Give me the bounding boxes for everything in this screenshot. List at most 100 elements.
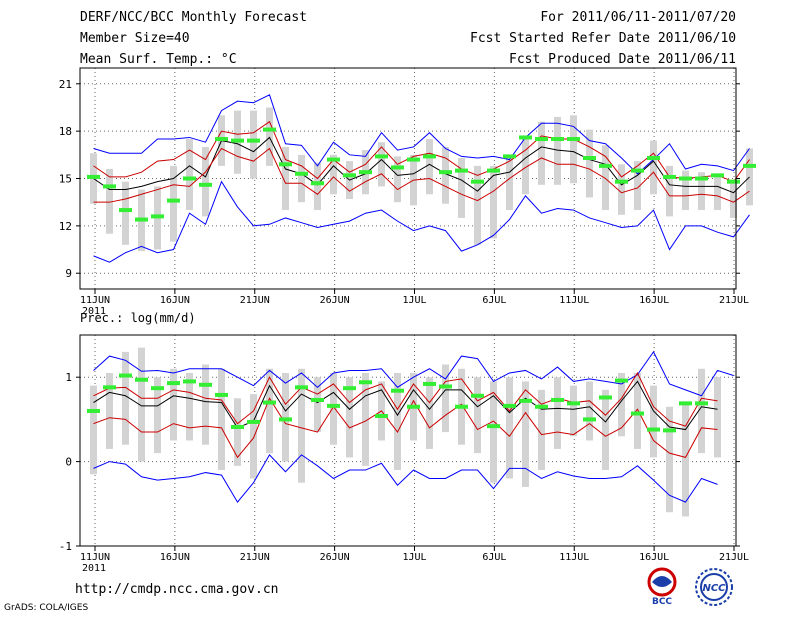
x-tick-label: 11JUN: [80, 295, 110, 306]
x-tick-label: 16JUL: [639, 552, 669, 563]
spread-bar: [250, 110, 257, 179]
spread-bar: [586, 381, 593, 441]
median-mark: [231, 138, 244, 143]
series-line-mean: [93, 380, 718, 431]
spread-bar: [378, 142, 385, 187]
spread-bar: [122, 181, 129, 245]
median-mark: [199, 182, 212, 187]
median-mark: [183, 379, 196, 384]
median-mark: [727, 179, 740, 184]
y-tick-label: 9: [65, 267, 72, 280]
median-mark: [487, 424, 500, 429]
median-mark: [119, 373, 132, 378]
x-tick-label: 21JUL: [719, 295, 749, 306]
grads-credit: GrADS: COLA/IGES: [4, 603, 89, 613]
spread-bar: [458, 157, 465, 218]
spread-bar: [250, 394, 257, 479]
median-mark: [519, 398, 532, 403]
median-mark: [391, 165, 404, 170]
median-mark: [119, 208, 132, 213]
median-mark: [471, 179, 484, 184]
spread-bar: [538, 389, 545, 471]
forecast-period: For 2011/06/11-2011/07/20: [540, 10, 736, 25]
median-mark: [295, 171, 308, 176]
median-mark: [615, 179, 628, 184]
source-url: http://cmdp.ncc.cma.gov.cn: [75, 582, 279, 597]
spread-bar: [314, 162, 321, 211]
median-mark: [695, 176, 708, 181]
median-mark: [135, 217, 148, 222]
x-tick-label: 26JUN: [320, 552, 350, 563]
spread-bar: [218, 368, 225, 471]
median-mark: [87, 174, 100, 179]
spread-bar: [666, 165, 673, 217]
median-mark: [679, 401, 692, 406]
spread-bar: [682, 402, 689, 517]
median-mark: [631, 411, 644, 416]
spread-bar: [570, 115, 577, 184]
median-mark: [263, 127, 276, 132]
header-right: For 2011/06/11-2011/07/20 Fcst Started R…: [470, 10, 736, 73]
spread-bar: [730, 181, 737, 218]
median-mark: [199, 382, 212, 387]
median-mark: [439, 170, 452, 175]
median-mark: [215, 137, 228, 142]
median-mark: [279, 417, 292, 422]
spread-bar: [394, 156, 401, 203]
spread-bar: [202, 146, 209, 217]
median-mark: [519, 135, 532, 140]
x-tick-label: 11JUL: [559, 552, 589, 563]
x-tick-label: 16JUL: [639, 295, 669, 306]
spread-bar: [506, 157, 513, 211]
spread-bar: [442, 146, 449, 204]
spread-bar: [698, 172, 705, 211]
spread-bar: [394, 372, 401, 471]
median-mark: [455, 168, 468, 173]
ncc-logo-text: NCC: [702, 583, 726, 594]
median-mark: [615, 378, 628, 383]
series-line-upper: [93, 120, 750, 183]
x-tick-label: 21JUN: [240, 552, 270, 563]
spread-bar: [330, 372, 337, 445]
median-mark: [535, 404, 548, 409]
spread-bar: [570, 385, 577, 437]
median-mark: [631, 168, 644, 173]
spread-bar: [298, 154, 305, 203]
spread-bar: [90, 385, 97, 475]
median-mark: [359, 380, 372, 385]
spread-bar: [186, 139, 193, 211]
median-mark: [439, 384, 452, 389]
spread-bar: [554, 377, 561, 449]
spread-bar: [714, 377, 721, 458]
spread-bar: [266, 368, 273, 454]
median-mark: [311, 397, 324, 402]
y-tick-label: 18: [59, 125, 72, 138]
series-line-min: [93, 180, 750, 263]
median-mark: [183, 176, 196, 181]
spread-bar: [682, 170, 689, 211]
spread-bar: [186, 372, 193, 441]
median-mark: [231, 424, 244, 429]
median-mark: [375, 154, 388, 159]
x-year-label: 2011: [82, 563, 106, 574]
y-tick-label: 15: [59, 173, 72, 186]
spread-bar: [490, 381, 497, 483]
refer-date: Fcst Started Refer Date 2011/06/10: [470, 31, 737, 46]
median-mark: [167, 198, 180, 203]
spread-bar: [442, 364, 449, 433]
median-mark: [535, 137, 548, 142]
x-tick-label: 6JUL: [482, 295, 506, 306]
median-mark: [247, 138, 260, 143]
median-mark: [663, 174, 676, 179]
variable-label-prec: Prec.: log(mm/d): [80, 311, 196, 325]
spread-bar: [170, 165, 177, 242]
variable-label-temp: Mean Surf. Temp.: °C: [80, 52, 237, 67]
bcc-logo-icon: BCC: [647, 567, 677, 606]
y-tick-label: 12: [59, 220, 72, 233]
y-tick-label: 1: [65, 371, 72, 384]
spread-bar: [602, 389, 609, 471]
median-mark: [263, 400, 276, 405]
spread-bar: [426, 139, 433, 195]
spread-bar: [346, 377, 353, 458]
spread-bar: [154, 377, 161, 454]
